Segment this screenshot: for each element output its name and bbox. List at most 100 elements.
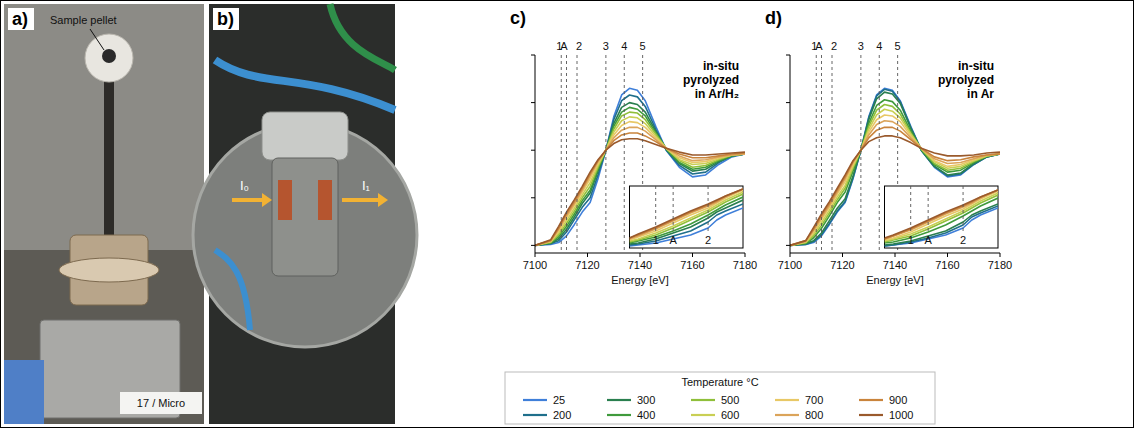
legend-label: 300 — [637, 394, 655, 406]
cable — [215, 60, 395, 110]
x-tick-label: 7180 — [988, 259, 1012, 271]
legend: Temperature °C25200300400500600700800900… — [505, 372, 935, 424]
series-line — [630, 190, 744, 240]
reference-line — [566, 55, 567, 253]
x-tick — [640, 253, 641, 257]
reference-line — [816, 55, 817, 253]
series-line — [885, 191, 999, 240]
beam-label: I₀ — [240, 178, 249, 193]
photo-label: Sample pellet — [50, 14, 117, 26]
panel-letter: d) — [765, 8, 782, 28]
reference-label: 3 — [603, 40, 609, 52]
x-tick-label: 7180 — [733, 259, 757, 271]
reference-label: 2 — [831, 40, 837, 52]
reference-label: A — [560, 40, 568, 52]
leader-line — [90, 29, 104, 50]
photo-background — [4, 250, 204, 424]
y-tick — [786, 102, 790, 103]
y-tick — [531, 245, 535, 246]
reference-label: 4 — [621, 40, 627, 52]
reference-label: 2 — [960, 234, 966, 246]
reference-label: A — [924, 234, 932, 246]
panel-letter-bg — [8, 8, 34, 30]
reference-line — [577, 55, 578, 253]
x-tick — [587, 253, 588, 257]
photo-background — [4, 4, 204, 424]
y-tick — [786, 55, 790, 56]
reference-label: 2 — [705, 234, 711, 246]
x-tick-label: 7100 — [778, 259, 802, 271]
series-line — [630, 189, 744, 238]
x-tick — [535, 253, 536, 257]
tag-label-bg — [120, 392, 202, 414]
x-tick — [947, 253, 948, 257]
pellet-holder — [85, 34, 133, 82]
reference-line — [673, 186, 674, 233]
annotation: in-situ — [703, 59, 739, 73]
sample-pellet — [102, 49, 116, 63]
chart: 1A234571007120714071607180Energy [eV]c)i… — [510, 8, 757, 286]
legend-swatch — [775, 399, 799, 401]
x-tick — [1000, 253, 1001, 257]
legend-label: 900 — [889, 394, 907, 406]
legend-label: 400 — [637, 409, 655, 421]
figure: 17 / MicroSample pelleta)I₀I₁b)1A2345710… — [0, 0, 1134, 428]
x-tick — [692, 253, 693, 257]
reference-line — [821, 55, 822, 253]
panel-letter: a) — [12, 9, 28, 29]
inset-frame — [885, 186, 999, 248]
inset-plot — [630, 189, 744, 246]
x-axis-title: Energy [eV] — [866, 274, 923, 286]
series-line — [885, 190, 999, 239]
reference-line — [832, 55, 833, 253]
annotation: in Ar — [967, 87, 994, 101]
reference-line — [605, 55, 606, 253]
inset-plot — [885, 190, 999, 246]
x-tick-label: 7140 — [883, 259, 907, 271]
cell — [272, 158, 338, 276]
tag-label: 17 / Micro — [137, 397, 185, 409]
reference-label: 3 — [858, 40, 864, 52]
legend-box — [505, 372, 935, 424]
reference-line — [708, 186, 709, 233]
series-line — [630, 189, 744, 239]
x-tick-label: 7100 — [523, 259, 547, 271]
x-tick-label: 7120 — [830, 259, 854, 271]
x-tick — [842, 253, 843, 257]
figure-border — [1, 1, 1134, 428]
reference-label: 1 — [908, 234, 914, 246]
reference-line — [561, 55, 562, 253]
cable — [330, 4, 395, 70]
reference-label: 5 — [640, 40, 646, 52]
stem — [104, 70, 114, 240]
reference-label: 1 — [653, 234, 659, 246]
clamp — [262, 112, 348, 160]
x-tick — [895, 253, 896, 257]
series-line — [885, 190, 999, 238]
legend-swatch — [691, 399, 715, 401]
legend-swatch — [859, 399, 883, 401]
beam-arrow — [232, 198, 264, 202]
legend-swatch — [775, 414, 799, 416]
inset-frame — [630, 186, 744, 248]
y-tick — [786, 245, 790, 246]
x-axis-title: Energy [eV] — [611, 274, 668, 286]
beam-arrow-head — [378, 193, 388, 207]
glove — [4, 360, 44, 424]
legend-label: 700 — [805, 394, 823, 406]
legend-swatch — [523, 399, 547, 401]
x-tick — [745, 253, 746, 257]
annotation: pyrolyzed — [938, 73, 994, 87]
heater — [318, 180, 332, 220]
annotation: pyrolyzed — [683, 73, 739, 87]
legend-swatch — [523, 414, 547, 416]
x-tick-label: 7160 — [680, 259, 704, 271]
y-tick — [786, 197, 790, 198]
y-tick — [531, 150, 535, 151]
beam-arrow-head — [262, 193, 272, 207]
y-axis — [790, 55, 791, 253]
reference-line — [910, 186, 911, 233]
legend-label: 200 — [553, 409, 571, 421]
panel-letter: b) — [217, 9, 234, 29]
legend-label: 800 — [805, 409, 823, 421]
